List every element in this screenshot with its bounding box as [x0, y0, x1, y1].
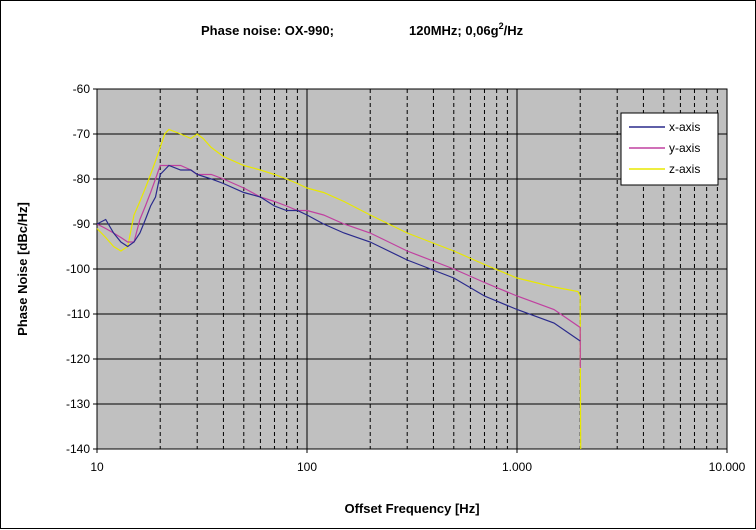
title-part-2: 120MHz; 0,06g — [409, 23, 499, 38]
legend-label-x-axis: x-axis — [669, 120, 700, 134]
y-tick-label: -80 — [73, 172, 91, 186]
y-tick-label: -60 — [73, 82, 91, 96]
title-part-1: Phase noise: OX-990; — [201, 23, 334, 38]
legend-label-y-axis: y-axis — [669, 141, 700, 155]
series-line-z-axis — [96, 128, 582, 450]
chart-title: Phase noise: OX-990; 120MHz; 0,06g2/Hz — [201, 21, 524, 38]
y-tick-labels: -60 -70 -80 -90 -100 -110 -120 -130 -140 — [66, 82, 97, 456]
legend-label-z-axis: z-axis — [669, 162, 700, 176]
y-tick-label: -120 — [66, 352, 90, 366]
x-tick-label: 10.000 — [709, 460, 746, 474]
title-superscript: 2 — [499, 21, 504, 31]
x-tick-labels: 10 100 1.000 10.000 — [90, 449, 746, 474]
y-axis-label: Phase Noise [dBc/Hz] — [15, 202, 30, 336]
x-tick-label: 100 — [297, 460, 317, 474]
y-tick-label: -140 — [66, 442, 90, 456]
y-tick-label: -110 — [67, 307, 90, 321]
x-tick-label: 10 — [90, 460, 104, 474]
title-part-3: /Hz — [504, 23, 524, 38]
x-tick-label: 1.000 — [502, 460, 532, 474]
series-line-x-axis — [96, 164, 581, 342]
x-axis-label: Offset Frequency [Hz] — [344, 501, 479, 516]
series-layer — [96, 128, 582, 450]
legend-box — [620, 112, 719, 186]
series-line-y-axis — [96, 164, 581, 368]
y-tick-label: -90 — [73, 217, 91, 231]
y-tick-label: -100 — [66, 262, 90, 276]
legend: x-axis y-axis z-axis — [620, 112, 719, 186]
y-tick-label: -130 — [66, 397, 90, 411]
y-tick-label: -70 — [73, 127, 91, 141]
